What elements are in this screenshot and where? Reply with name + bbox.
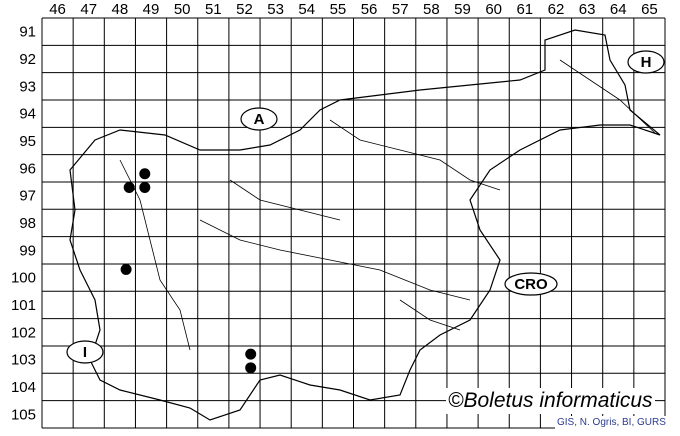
record-dot: [245, 362, 257, 374]
column-label: 47: [80, 1, 97, 18]
row-label: 98: [19, 215, 36, 232]
credit-text: GIS, N. Ogris, BI, GURS: [555, 416, 668, 429]
record-dot: [139, 181, 151, 193]
column-label: 55: [330, 1, 347, 18]
row-label: 92: [19, 51, 36, 68]
column-label: 46: [49, 1, 66, 18]
record-dot: [139, 168, 151, 180]
country-label-hungary: H: [641, 54, 652, 71]
column-label: 65: [641, 1, 658, 18]
row-label: 99: [19, 242, 36, 259]
grid: 46 47 48 49 50 51 52 53 54 55 56 57 58 59 60 61 62 63 64 65…: [11, 1, 666, 429]
column-label: 57: [392, 1, 409, 18]
country-label-oval: [240, 107, 278, 131]
record-dot: [245, 348, 257, 360]
column-label: 58: [423, 1, 440, 18]
record-dots: [120, 168, 257, 374]
country-label-croatia: CRO: [514, 276, 548, 293]
row-label: 102: [11, 324, 36, 341]
country-label-oval: [627, 50, 665, 74]
column-label: 63: [579, 1, 596, 18]
row-label: 105: [11, 406, 36, 423]
column-label: 56: [361, 1, 378, 18]
country-label-oval: [66, 340, 104, 364]
rivers: [119, 59, 656, 351]
column-label: 59: [454, 1, 471, 18]
country-label-italy: I: [83, 344, 87, 361]
column-label: 60: [485, 1, 502, 18]
column-label: 64: [610, 1, 627, 18]
record-dot: [120, 263, 132, 275]
column-label: 48: [112, 1, 129, 18]
row-label: 101: [11, 297, 36, 314]
row-label: 95: [19, 133, 36, 150]
column-label: 61: [516, 1, 533, 18]
copyright-text: ©Boletus informaticus: [446, 388, 655, 414]
column-label: 52: [236, 1, 253, 18]
column-label: 54: [298, 1, 315, 18]
row-label: 103: [11, 352, 36, 369]
column-label: 49: [143, 1, 160, 18]
country-border: [69, 29, 661, 421]
country-labels: A H CRO I: [66, 50, 665, 364]
row-label: 97: [19, 188, 36, 205]
column-label: 62: [548, 1, 565, 18]
column-label: 50: [174, 1, 191, 18]
column-label: 53: [267, 1, 284, 18]
row-label: 96: [19, 160, 36, 177]
record-dot: [123, 181, 135, 193]
column-label: 51: [205, 1, 222, 18]
row-label: 104: [11, 379, 36, 396]
row-label: 93: [19, 78, 36, 95]
row-label: 94: [19, 106, 36, 123]
row-label: 91: [19, 24, 36, 41]
country-label-austria: A: [254, 111, 265, 128]
country-label-oval: [504, 272, 558, 296]
row-label: 100: [11, 270, 36, 287]
